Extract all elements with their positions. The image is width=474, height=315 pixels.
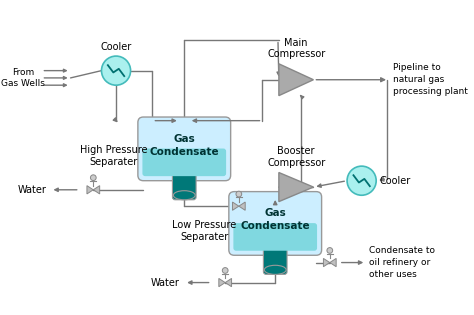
Circle shape xyxy=(91,175,96,180)
Ellipse shape xyxy=(264,265,286,274)
FancyBboxPatch shape xyxy=(142,149,226,176)
Text: Main
Compressor: Main Compressor xyxy=(267,38,325,59)
Polygon shape xyxy=(279,64,313,96)
FancyBboxPatch shape xyxy=(233,223,317,251)
Text: Condensate to
oil refinery or
other uses: Condensate to oil refinery or other uses xyxy=(369,246,435,279)
Circle shape xyxy=(101,56,131,85)
FancyBboxPatch shape xyxy=(264,243,287,274)
Polygon shape xyxy=(330,258,336,267)
Polygon shape xyxy=(225,278,232,287)
Circle shape xyxy=(222,268,228,273)
FancyBboxPatch shape xyxy=(173,169,196,200)
Polygon shape xyxy=(239,202,245,210)
FancyBboxPatch shape xyxy=(229,192,322,255)
Polygon shape xyxy=(219,278,225,287)
Circle shape xyxy=(236,191,242,197)
Polygon shape xyxy=(232,202,239,210)
Text: High Pressure
Separater: High Pressure Separater xyxy=(80,145,147,167)
Text: Booster
Compressor: Booster Compressor xyxy=(267,146,325,168)
Circle shape xyxy=(327,248,333,253)
Text: Cooler: Cooler xyxy=(380,176,411,186)
Polygon shape xyxy=(93,186,100,194)
Polygon shape xyxy=(279,173,313,202)
Text: Gas
Condensate: Gas Condensate xyxy=(149,134,219,157)
Text: Low Pressure
Separater: Low Pressure Separater xyxy=(172,220,237,242)
FancyBboxPatch shape xyxy=(138,117,231,181)
Polygon shape xyxy=(323,258,330,267)
Text: Pipeline to
natural gas
processing plant: Pipeline to natural gas processing plant xyxy=(393,63,468,96)
Text: Water: Water xyxy=(18,185,47,195)
Text: From
Gas Wells: From Gas Wells xyxy=(1,67,45,88)
Circle shape xyxy=(347,166,376,195)
Text: Gas
Condensate: Gas Condensate xyxy=(240,208,310,232)
Text: Water: Water xyxy=(151,278,180,288)
Text: Cooler: Cooler xyxy=(100,43,132,52)
Ellipse shape xyxy=(173,191,195,200)
Polygon shape xyxy=(87,186,93,194)
